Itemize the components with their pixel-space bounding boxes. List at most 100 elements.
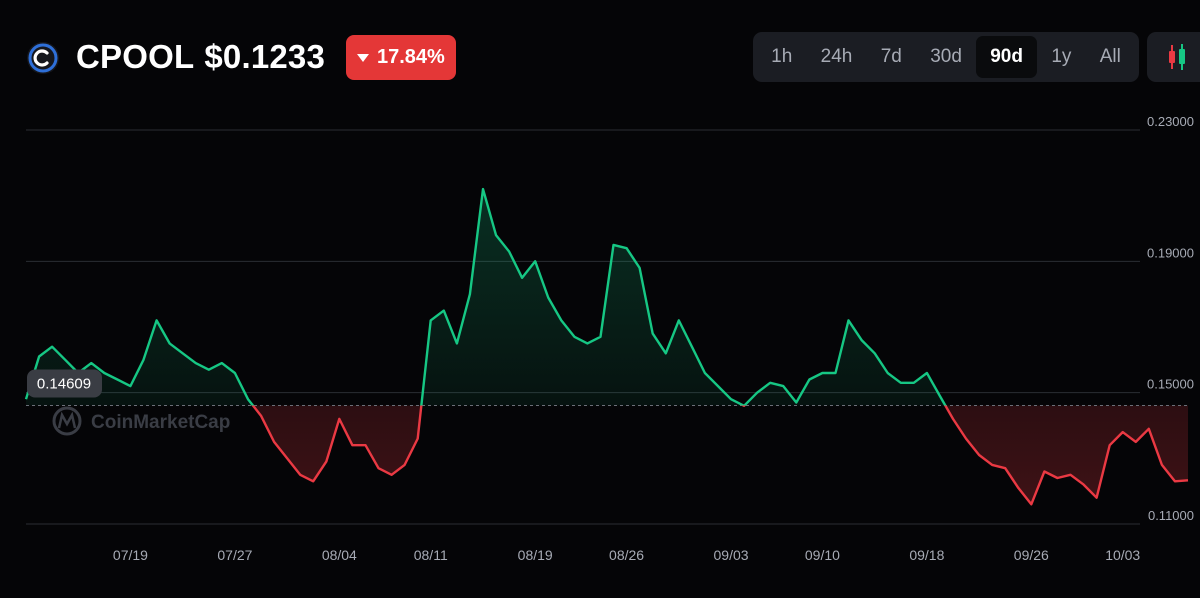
price-point[interactable] (402, 462, 408, 468)
price-point[interactable] (1133, 439, 1139, 445)
price-point[interactable] (598, 334, 604, 340)
price-point[interactable] (663, 350, 669, 356)
price-chart[interactable]: CoinMarketCap 0.23000 0.19000 0.15000 0.110… (0, 110, 1200, 593)
price-point[interactable] (715, 383, 721, 389)
price-point[interactable] (428, 317, 434, 323)
price-point[interactable] (219, 360, 225, 366)
price-chart-svg[interactable]: CoinMarketCap 0.23000 0.19000 0.15000 0.110… (0, 110, 1200, 593)
price-point[interactable] (141, 357, 147, 363)
price-point[interactable] (1081, 482, 1087, 488)
range-button-30d[interactable]: 30d (930, 46, 962, 67)
price-point[interactable] (1120, 429, 1126, 435)
range-button-1h[interactable]: 1h (771, 46, 793, 67)
price-point[interactable] (1068, 472, 1074, 478)
price-point[interactable] (728, 396, 734, 402)
price-point[interactable] (23, 396, 29, 402)
price-point[interactable] (441, 308, 447, 314)
price-point[interactable] (1054, 475, 1060, 481)
price-point[interactable] (180, 350, 186, 356)
price-point[interactable] (924, 370, 930, 376)
price-point[interactable] (637, 265, 643, 271)
price-point[interactable] (624, 245, 630, 251)
price-point[interactable] (1041, 469, 1047, 475)
price-point[interactable] (323, 459, 329, 465)
price-point[interactable] (558, 317, 564, 323)
price-point[interactable] (363, 442, 369, 448)
price-point[interactable] (545, 295, 551, 301)
range-button-1y[interactable]: 1y (1051, 46, 1072, 67)
price-point[interactable] (88, 360, 94, 366)
price-point[interactable] (1185, 477, 1191, 483)
range-button-24h[interactable]: 24h (820, 46, 853, 67)
price-point[interactable] (154, 317, 160, 323)
price-point[interactable] (297, 472, 303, 478)
price-point[interactable] (584, 340, 590, 346)
price-point[interactable] (480, 186, 486, 192)
range-button-7d[interactable]: 7d (880, 46, 902, 67)
price-point[interactable] (349, 442, 355, 448)
price-point[interactable] (36, 354, 42, 360)
price-point[interactable] (898, 380, 904, 386)
price-point[interactable] (859, 337, 865, 343)
x-tick-label: 07/27 (217, 547, 252, 563)
price-point[interactable] (467, 291, 473, 297)
price-point[interactable] (506, 249, 512, 255)
price-point[interactable] (1107, 442, 1113, 448)
price-point[interactable] (258, 413, 264, 419)
price-point[interactable] (676, 317, 682, 323)
price-point[interactable] (806, 377, 812, 383)
price-point[interactable] (819, 370, 825, 376)
price-point[interactable] (62, 357, 68, 363)
price-point[interactable] (232, 370, 238, 376)
price-point[interactable] (611, 242, 617, 248)
price-point[interactable] (989, 462, 995, 468)
price-point[interactable] (245, 396, 251, 402)
price-point[interactable] (872, 350, 878, 356)
price-point[interactable] (767, 380, 773, 386)
price-point[interactable] (193, 360, 199, 366)
price-point[interactable] (885, 370, 891, 376)
price-point[interactable] (976, 452, 982, 458)
price-point[interactable] (336, 416, 342, 422)
price-point[interactable] (963, 436, 969, 442)
price-point[interactable] (532, 258, 538, 264)
price-point[interactable] (271, 439, 277, 445)
price-point[interactable] (167, 340, 173, 346)
price-point[interactable] (650, 331, 656, 337)
range-button-all[interactable]: All (1099, 46, 1121, 67)
price-point[interactable] (833, 370, 839, 376)
price-point[interactable] (1172, 478, 1178, 484)
price-point[interactable] (702, 370, 708, 376)
price-point[interactable] (571, 334, 577, 340)
price-point[interactable] (1146, 426, 1152, 432)
price-point[interactable] (793, 400, 799, 406)
price-point[interactable] (415, 436, 421, 442)
price-point[interactable] (376, 465, 382, 471)
price-point[interactable] (937, 393, 943, 399)
price-point[interactable] (49, 344, 55, 350)
price-point[interactable] (206, 367, 212, 373)
price-point[interactable] (1159, 462, 1165, 468)
price-point[interactable] (127, 383, 133, 389)
range-button-90d[interactable]: 90d (976, 36, 1038, 78)
price-point[interactable] (1002, 465, 1008, 471)
price-point[interactable] (493, 232, 499, 238)
price-point[interactable] (950, 416, 956, 422)
price-point[interactable] (754, 390, 760, 396)
price-point[interactable] (689, 344, 695, 350)
price-point[interactable] (741, 403, 747, 409)
price-point[interactable] (114, 377, 120, 383)
price-point[interactable] (101, 370, 107, 376)
price-point[interactable] (284, 455, 290, 461)
price-point[interactable] (454, 340, 460, 346)
price-point[interactable] (310, 478, 316, 484)
price-point[interactable] (911, 380, 917, 386)
price-point[interactable] (519, 275, 525, 281)
price-point[interactable] (1094, 495, 1100, 501)
price-point[interactable] (780, 383, 786, 389)
chart-type-toggle[interactable] (1147, 32, 1200, 82)
price-point[interactable] (1015, 485, 1021, 491)
price-point[interactable] (389, 472, 395, 478)
price-point[interactable] (1028, 501, 1034, 507)
price-point[interactable] (846, 317, 852, 323)
